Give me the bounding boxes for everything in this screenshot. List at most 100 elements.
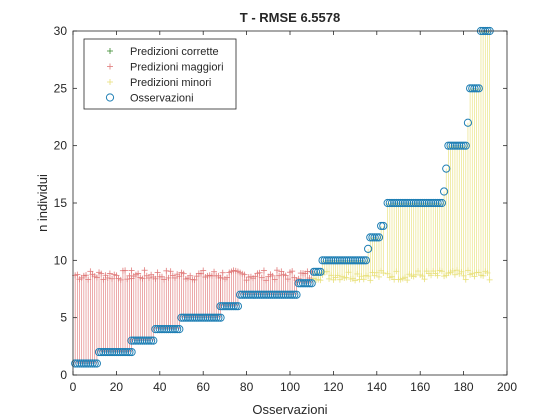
prediction-point-44	[165, 274, 172, 281]
prediction-point-35	[145, 274, 152, 281]
observation-point-53	[183, 313, 193, 322]
observation-point-115	[316, 267, 325, 276]
observation-point-93	[268, 290, 277, 299]
prediction-point-38	[152, 275, 159, 282]
observation-point-116	[318, 256, 327, 265]
observation-point-138	[366, 233, 375, 242]
observation-point-19	[112, 347, 121, 357]
observation-point-21	[116, 347, 125, 357]
observation-point-7	[86, 359, 95, 368]
prediction-point-1	[74, 271, 81, 278]
observation-point-162	[420, 198, 429, 208]
observation-point-134	[357, 256, 366, 265]
prediction-point-88	[258, 274, 265, 281]
prediction-point-109	[304, 268, 311, 275]
prediction-point-175	[449, 267, 456, 274]
observation-point-168	[433, 198, 442, 208]
observation-point-40	[155, 325, 164, 334]
observation-point-88	[257, 290, 266, 299]
observation-point-1	[73, 359, 82, 368]
observation-point-29	[131, 336, 141, 345]
observation-point-176	[450, 141, 460, 150]
observation-point-41	[157, 325, 167, 334]
observation-point-36	[147, 336, 156, 345]
observation-point-174	[446, 141, 455, 150]
prediction-point-15	[104, 274, 111, 281]
observation-point-105	[294, 279, 303, 288]
prediction-point-119	[326, 275, 333, 282]
prediction-point-135	[360, 276, 367, 283]
y-tick-label-30: 30	[54, 24, 68, 38]
observation-point-122	[331, 256, 340, 265]
x-tick-label-80: 80	[240, 380, 254, 394]
x-tick-label-140: 140	[367, 380, 387, 394]
prediction-point-180	[460, 272, 467, 279]
x-tick-label-180: 180	[454, 380, 474, 394]
observation-point-103	[290, 290, 299, 299]
observation-point-74	[227, 302, 236, 311]
observation-point-45	[166, 325, 175, 334]
observation-point-170	[437, 198, 446, 208]
observation-point-121	[329, 256, 338, 265]
observation-point-86	[253, 290, 262, 299]
observation-point-72	[222, 302, 232, 311]
observation-point-71	[220, 302, 229, 311]
observation-point-94	[270, 290, 279, 299]
observation-point-167	[431, 198, 440, 208]
y-axis-ticks: 0 5 10 15 20 25 30	[54, 24, 507, 382]
observation-point-73	[225, 302, 234, 311]
prediction-point-128	[345, 269, 352, 276]
observation-point-30	[134, 336, 143, 345]
observation-point-100	[283, 290, 292, 299]
observation-point-47	[170, 325, 180, 334]
prediction-point-17	[109, 275, 116, 282]
prediction-point-95	[273, 267, 280, 274]
observation-point-43	[162, 325, 171, 334]
x-tick-label-100: 100	[280, 380, 300, 394]
observation-point-56	[190, 313, 199, 322]
observation-point-187	[474, 84, 483, 93]
prediction-point-144	[380, 270, 387, 277]
observation-point-129	[346, 256, 355, 265]
legend-label-over: Predizioni maggiori	[130, 62, 224, 74]
x-tick-label-40: 40	[153, 380, 167, 394]
prediction-point-132	[354, 270, 361, 277]
observation-point-64	[207, 313, 216, 322]
prediction-point-39	[154, 269, 161, 276]
prediction-point-93	[269, 272, 276, 279]
observation-point-38	[151, 325, 160, 334]
prediction-point-176	[451, 271, 458, 278]
x-tick-label-0: 0	[70, 380, 77, 394]
observation-point-131	[351, 256, 360, 265]
prediction-point-69	[217, 274, 224, 281]
prediction-point-87	[256, 269, 263, 276]
prediction-point-24	[124, 276, 131, 283]
prediction-point-181	[462, 276, 469, 283]
prediction-point-142	[375, 273, 382, 280]
observation-point-69	[216, 302, 225, 311]
observation-point-51	[179, 313, 188, 322]
x-tick-label-160: 160	[410, 380, 430, 394]
observation-point-13	[99, 347, 108, 357]
prediction-point-21	[117, 276, 124, 283]
observation-point-90	[262, 290, 271, 299]
observation-point-27	[127, 336, 136, 345]
prediction-point-145	[384, 270, 391, 277]
y-tick-label-20: 20	[54, 139, 68, 153]
observation-point-182	[463, 118, 473, 127]
observation-point-153	[400, 198, 410, 208]
observation-point-119	[324, 256, 334, 265]
legend-marker-over	[107, 63, 113, 70]
prediction-point-65	[211, 268, 218, 275]
prediction-point-131	[352, 277, 359, 284]
prediction-point-115	[317, 277, 324, 284]
chart-title: T - RMSE 6.5578	[240, 10, 340, 25]
observation-point-109	[303, 279, 312, 288]
x-tick-label-20: 20	[110, 380, 124, 394]
observation-point-63	[205, 313, 214, 322]
legend-label-under: Predizioni minori	[130, 77, 211, 89]
x-axis-ticks: 0 20 40 60 80 100 120 140 160 180 200	[70, 31, 517, 394]
prediction-point-102	[289, 268, 296, 275]
observation-point-89	[259, 290, 269, 299]
y-axis-label: n individui	[35, 174, 50, 232]
